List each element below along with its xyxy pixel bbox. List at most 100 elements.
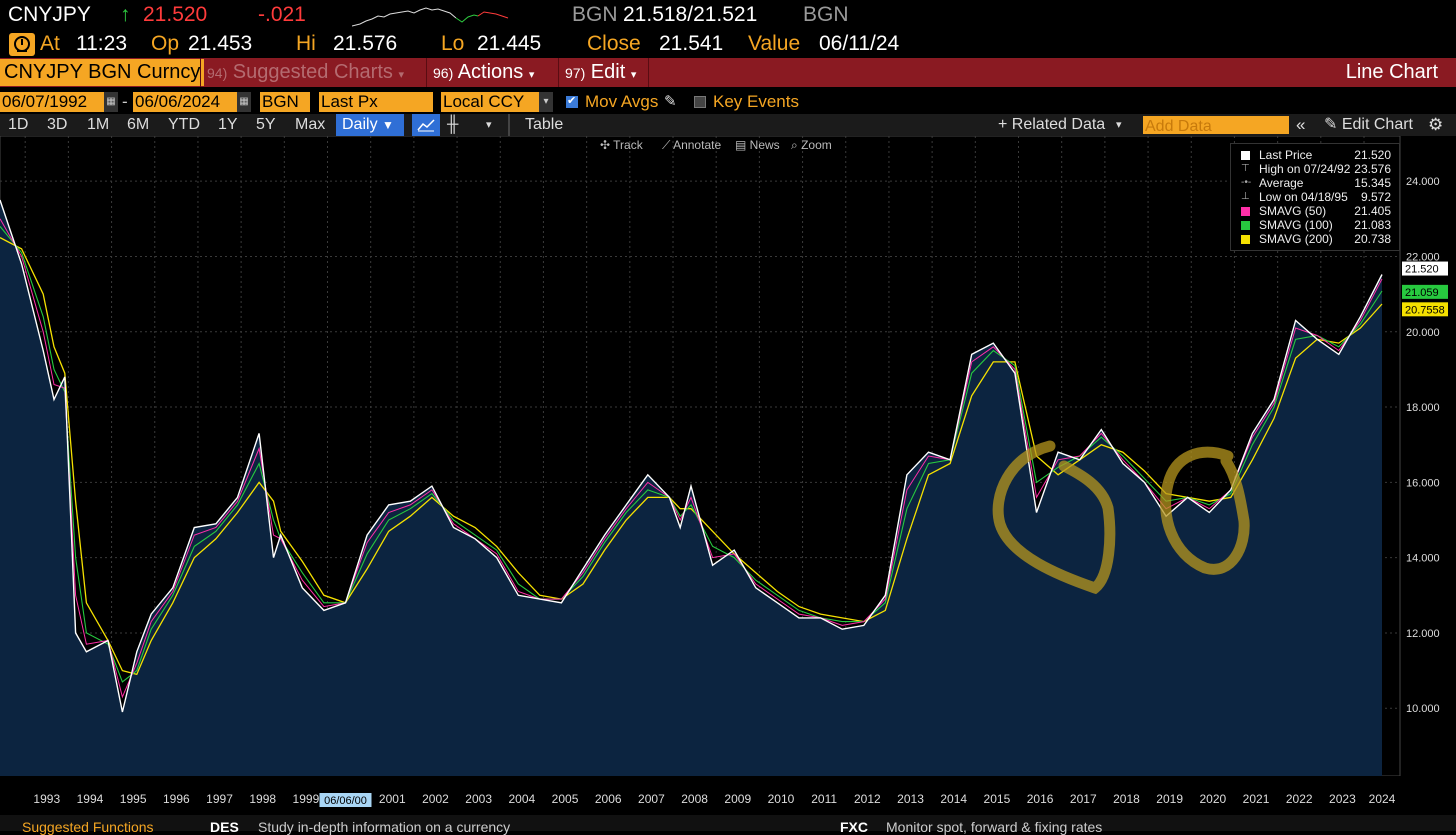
legend-row[interactable]: ⊥ Low on 04/18/95 9.572 — [1235, 190, 1395, 204]
high-label: Hi — [296, 32, 316, 55]
field-input[interactable]: Last Px — [319, 92, 433, 112]
bar-chart-icon[interactable]: ╫ — [447, 116, 459, 133]
start-date-input[interactable]: 06/07/1992 — [0, 92, 104, 112]
chevron-down-icon[interactable]: ▾ — [1116, 119, 1122, 131]
chevron-down-icon[interactable]: ▾ — [539, 92, 553, 112]
news-tool[interactable]: ▤ News — [735, 138, 780, 152]
y-axis: 10.000 12.000 14.000 16.000 18.000 20.000 22.0… — [1406, 176, 1440, 715]
quote-source: BGN — [572, 3, 618, 26]
smavg-100-line — [0, 226, 1383, 683]
legend-row[interactable]: Last Price 21.520 — [1235, 148, 1395, 162]
edit-menu[interactable]: 97) Edit ▾ — [558, 58, 651, 87]
open-value: 21.453 — [188, 32, 253, 55]
x-tick-label: 2003 — [465, 792, 492, 806]
low-value: 21.445 — [477, 32, 542, 55]
line-chart-icon[interactable] — [412, 114, 440, 136]
zoom-label: Zoom — [801, 138, 832, 152]
zoom-tool[interactable]: ⌕ Zoom — [791, 138, 832, 153]
legend-value: 21.520 — [1354, 148, 1391, 162]
legend-swatch — [1241, 235, 1250, 244]
price-tag — [1402, 302, 1448, 317]
collapse-icon[interactable]: « — [1296, 115, 1306, 134]
period-1d-button[interactable]: 1D — [8, 116, 29, 133]
legend-value: 9.572 — [1360, 190, 1391, 204]
calendar-icon[interactable]: ▦ — [237, 92, 251, 112]
mov-avgs-label[interactable]: Mov Avgs — [585, 92, 659, 111]
table-button[interactable]: Table — [525, 116, 564, 133]
annotate-tool[interactable]: ⟋ Annotate — [662, 138, 721, 153]
last-price: 21.520 — [143, 3, 208, 26]
crosshair-icon: ✣ — [600, 138, 614, 152]
legend-swatch — [1241, 151, 1250, 160]
news-label: News — [749, 138, 780, 152]
legend-name: SMAVG (50) — [1259, 204, 1327, 218]
legend-swatch — [1241, 221, 1250, 230]
close-value: 21.541 — [659, 32, 724, 55]
magnifier-icon: ⌕ — [791, 138, 802, 152]
quote-source-2: BGN — [803, 3, 849, 26]
y-tick-label: 10.000 — [1406, 703, 1440, 715]
period-3d-button[interactable]: 3D — [47, 116, 68, 133]
des-function-code[interactable]: DES — [210, 819, 239, 835]
period-ytd-button[interactable]: YTD — [168, 116, 200, 133]
legend-row[interactable]: ⊤ High on 07/24/92 23.576 — [1235, 162, 1395, 176]
menu-bar: CNYJPY BGN Curncy 94) Suggested Charts ▾… — [0, 58, 1456, 87]
gear-icon[interactable]: ⚙ — [1428, 115, 1444, 134]
x-tick-label: 1993 — [33, 792, 60, 806]
period-5y-button[interactable]: 5Y — [256, 116, 276, 133]
calendar-icon[interactable]: ▦ — [104, 92, 118, 112]
related-data-button[interactable]: + Related Data — [998, 116, 1106, 133]
legend-row[interactable]: SMAVG (50) 21.405 — [1235, 204, 1395, 218]
edit-chart-label: Edit Chart — [1341, 116, 1413, 133]
legend-row[interactable]: -•- Average 15.345 — [1235, 176, 1395, 190]
period-1y-button[interactable]: 1Y — [218, 116, 238, 133]
key-events-label[interactable]: Key Events — [713, 92, 799, 111]
price-chart[interactable]: 10.000 12.000 14.000 16.000 18.000 20.000 22.0… — [0, 136, 1456, 815]
currency-select[interactable]: Local CCY — [441, 92, 539, 112]
period-max-button[interactable]: Max — [295, 116, 326, 133]
chart-legend[interactable]: Last Price 21.520 ⊤ High on 07/24/92 23.… — [1230, 143, 1400, 251]
pencil-icon[interactable]: ✎ — [664, 93, 677, 110]
actions-menu[interactable]: 96) Actions ▾ — [426, 58, 561, 87]
key-events-checkbox[interactable] — [694, 96, 706, 108]
legend-row[interactable]: SMAVG (100) 21.083 — [1235, 218, 1395, 232]
legend-value: 20.738 — [1354, 232, 1391, 246]
x-tick-label: 1997 — [206, 792, 233, 806]
legend-row[interactable]: SMAVG (200) 20.738 — [1235, 232, 1395, 246]
des-function-desc[interactable]: Study in-depth information on a currency — [258, 819, 511, 835]
track-tool[interactable]: ✣ Track — [600, 138, 643, 152]
x-tick-label: 2007 — [638, 792, 665, 806]
x-tick-label: 2022 — [1286, 792, 1313, 806]
suggested-charts-menu[interactable]: 94) Suggested Charts ▾ — [200, 58, 429, 87]
mov-avgs-checkbox[interactable] — [566, 94, 578, 108]
security-name[interactable]: CNYJPY BGN Curncy — [0, 59, 205, 86]
fxc-function-desc[interactable]: Monitor spot, forward & fixing rates — [886, 819, 1103, 835]
quote-time: 11:23 — [76, 32, 127, 55]
period-1m-button[interactable]: 1M — [87, 116, 110, 133]
x-tick-label: 1996 — [163, 792, 190, 806]
ticker[interactable]: CNYJPY — [8, 3, 91, 26]
suggested-functions-label[interactable]: Suggested Functions — [22, 819, 154, 835]
quote-stats: At 11:23 Op 21.453 Hi 21.576 Lo 21.445 C… — [0, 32, 1456, 58]
chart-toolbar: 1D 3D 1M 6M YTD 1Y 5Y Max Daily ▼ ╫ ▾ Ta… — [0, 114, 1456, 136]
edit-chart-button[interactable]: ✎ Edit Chart — [1324, 114, 1413, 136]
x-tick-label: 2005 — [552, 792, 579, 806]
x-tick-label: 2015 — [984, 792, 1011, 806]
y-tick-label: 12.000 — [1406, 628, 1440, 640]
menu-divider — [648, 58, 649, 87]
alert-bell-icon[interactable] — [9, 33, 35, 56]
source-input[interactable]: BGN — [260, 92, 310, 112]
legend-value: 21.083 — [1354, 218, 1391, 232]
period-6m-button[interactable]: 6M — [127, 116, 150, 133]
date-separator: - — [122, 92, 128, 111]
frequency-select[interactable]: Daily ▼ — [336, 114, 404, 136]
legend-name: High on 07/24/92 — [1259, 162, 1351, 176]
legend-value: 15.345 — [1354, 176, 1391, 190]
menu-number: 97) — [565, 65, 586, 81]
legend-swatch — [1241, 207, 1250, 216]
fxc-function-code[interactable]: FXC — [840, 819, 868, 835]
end-date-input[interactable]: 06/06/2024 — [133, 92, 237, 112]
x-tick-label: 2023 — [1329, 792, 1356, 806]
chevron-down-icon[interactable]: ▾ — [486, 119, 492, 131]
add-data-input[interactable]: Add Data — [1143, 116, 1289, 135]
